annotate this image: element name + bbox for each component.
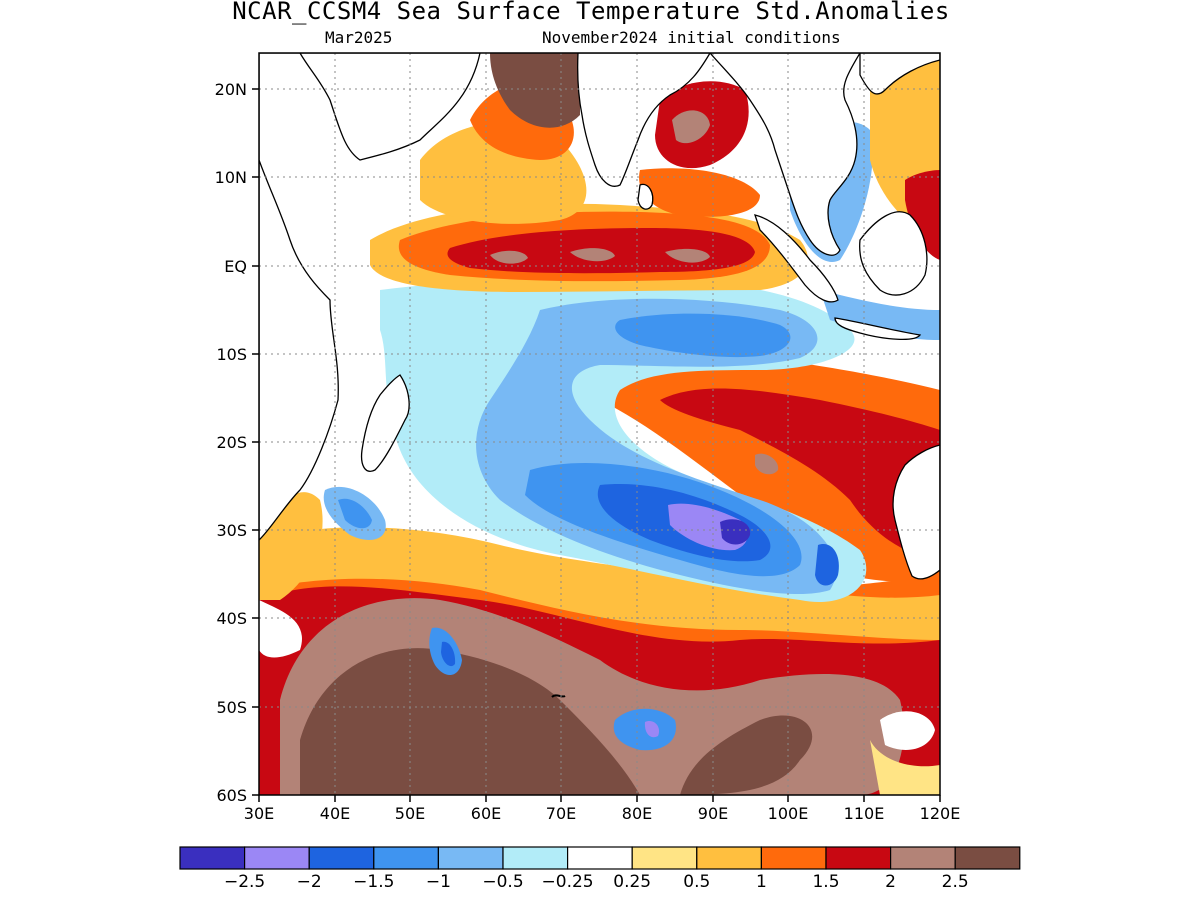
anomaly-blob-equator-brown1	[490, 250, 528, 264]
anomaly-blob-equator-brown3	[665, 248, 710, 263]
colorbar-label: −0.5	[482, 872, 523, 892]
lon-label: 40E	[320, 804, 350, 823]
land-sumatra	[754, 214, 839, 303]
colorbar-swatch	[631, 846, 698, 870]
colorbar-swatch	[825, 846, 892, 870]
land-indochina-east	[859, 53, 940, 95]
anomaly-region-bob-orange	[639, 168, 760, 217]
colorbar-swatch	[889, 846, 956, 870]
anomaly-tongue-medblue	[615, 313, 791, 358]
colorbar-label: 0.25	[613, 872, 651, 892]
land-sri-lanka	[637, 183, 654, 210]
colorbar-swatch	[373, 846, 439, 870]
colorbar-label: −2	[297, 872, 322, 892]
lat-label: 20N	[215, 80, 247, 99]
anomaly-blob-cold-80e	[613, 708, 676, 751]
map-title: NCAR_CCSM4 Sea Surface Temperature Std.A…	[232, 0, 950, 25]
colorbar-label: 2	[885, 872, 896, 892]
map-area	[259, 53, 940, 795]
lat-label: 40S	[216, 609, 247, 628]
land-australia	[892, 444, 940, 580]
anomaly-region-arabian-brown	[490, 53, 580, 128]
lon-label: 80E	[622, 804, 652, 823]
colorbar-swatch	[566, 846, 633, 870]
anomaly-region-red-east	[660, 388, 940, 560]
land-india	[576, 53, 711, 187]
colorbar-label: −1	[426, 872, 451, 892]
map-frame	[258, 52, 941, 796]
colorbar-label: 1	[756, 872, 767, 892]
lat-label: 50S	[216, 698, 247, 717]
anomaly-blob-cold-50e-core	[441, 641, 456, 667]
anomaly-region-java-blue	[820, 290, 940, 340]
anomaly-region-pacific-red	[905, 170, 940, 260]
lon-label: 110E	[844, 804, 885, 823]
colorbar-label: 0.5	[683, 872, 710, 892]
anomaly-region-se-yellow	[870, 740, 940, 795]
colorbar-swatch	[179, 846, 246, 870]
lat-label: 10S	[216, 345, 247, 364]
forecast-month: Mar2025	[325, 28, 393, 47]
colorbar-swatch	[954, 846, 1021, 870]
anomaly-blob-brown-east	[755, 453, 779, 475]
anomaly-region-bob-brown	[672, 110, 710, 144]
colorbar-swatch	[437, 846, 504, 870]
land-java	[834, 317, 922, 341]
anomaly-blob-equator-brown2	[570, 248, 615, 262]
lat-labels: 20N 10N EQ 10S 20S 30S 40S 50S 60S	[215, 80, 247, 805]
colorbar-swatch	[760, 846, 827, 870]
lon-ticks	[258, 795, 941, 802]
graticule	[259, 53, 940, 795]
colorbar-label: −2.5	[224, 872, 265, 892]
anomaly-blob-blue-west-core	[338, 498, 372, 529]
lat-label: 10N	[215, 168, 247, 187]
lon-label: 30E	[244, 804, 274, 823]
lon-label: 60E	[471, 804, 501, 823]
lon-label: 100E	[768, 804, 809, 823]
anomaly-blob-brown-80e	[680, 715, 813, 795]
anomaly-band-orange-subtropic	[259, 527, 940, 640]
land-southeast-asia	[709, 53, 861, 256]
colorbar: −2.5 −2 −1.5 −1 −0.5 −0.25 0.25 0.5 1 1.5 2 2.5	[179, 846, 1021, 892]
colorbar-label: 2.5	[942, 872, 969, 892]
lon-label: 90E	[698, 804, 728, 823]
colorbar-swatch	[244, 846, 310, 870]
colorbar-swatch	[308, 846, 375, 870]
land-madagascar	[360, 374, 410, 472]
anomaly-region-se-white	[880, 711, 935, 750]
land-kerguelen	[551, 694, 566, 698]
initial-conditions: November2024 initial conditions	[542, 28, 841, 47]
colorbar-label: 1.5	[812, 872, 839, 892]
lat-label: 20S	[216, 433, 247, 452]
lat-label: 30S	[216, 521, 247, 540]
anomaly-blob-blue-105e	[815, 544, 839, 586]
land-borneo	[859, 211, 928, 296]
lat-ticks	[252, 88, 259, 796]
colorbar-swatch	[502, 846, 569, 870]
land-africa	[259, 53, 481, 541]
colorbar-label: −1.5	[353, 872, 394, 892]
colorbar-swatch	[696, 846, 762, 870]
lat-label: 60S	[216, 786, 247, 805]
anomaly-blob-cold-80e-core	[644, 721, 660, 738]
lon-label: 50E	[395, 804, 425, 823]
anomaly-region-sw-white	[259, 600, 302, 658]
lon-labels: 30E 40E 50E 60E 70E 80E 90E 100E 110E 12…	[244, 804, 961, 823]
lon-label: 120E	[920, 804, 961, 823]
anomaly-blob-deepblue	[720, 519, 751, 545]
anomaly-band-south-darkbrown	[300, 648, 640, 795]
lat-label: EQ	[224, 257, 247, 276]
colorbar-label: −0.25	[542, 872, 594, 892]
lon-label: 70E	[546, 804, 576, 823]
